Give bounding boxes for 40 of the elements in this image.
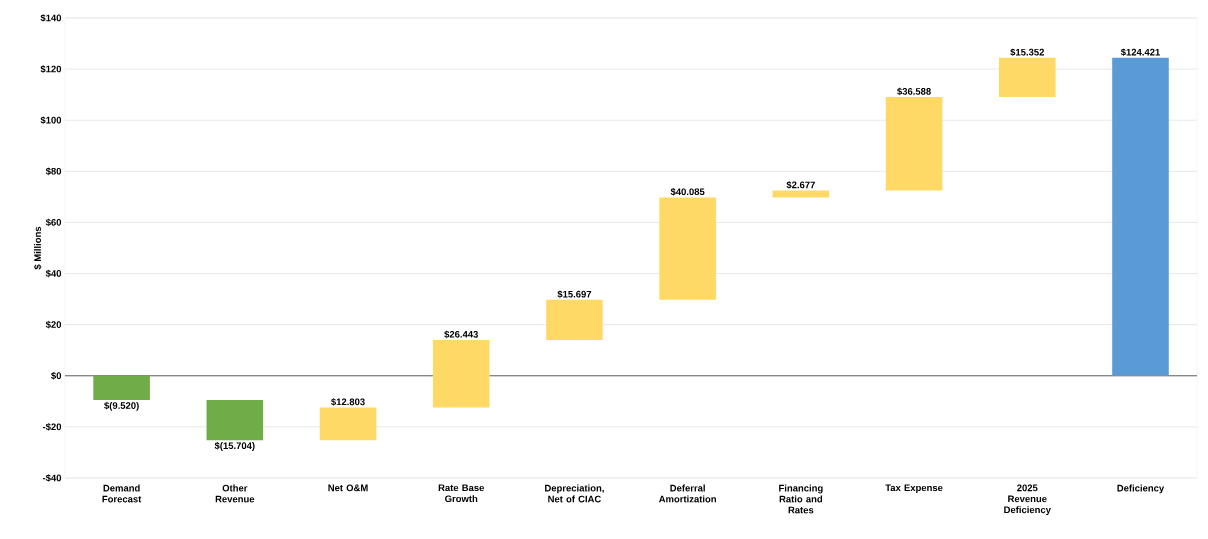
bar	[432, 339, 490, 408]
bar	[546, 299, 603, 340]
y-tick-label: -$40	[42, 474, 62, 482]
x-tick-label: Other Revenue	[215, 484, 255, 503]
data-label: $12.803	[331, 398, 365, 406]
x-tick-label: Tax Expense	[885, 484, 943, 493]
y-tick-label: $0	[51, 371, 62, 380]
y-axis-title: $ Millions	[33, 226, 42, 270]
y-tick-label: $140	[40, 14, 62, 22]
bar	[206, 400, 264, 441]
data-label: $124.421	[1120, 48, 1160, 57]
y-tick-label: $60	[45, 218, 62, 227]
bar	[885, 97, 943, 191]
x-tick-label: 2025 Revenue Deficiency	[1004, 484, 1051, 516]
bar	[1112, 57, 1169, 376]
bar	[998, 57, 1056, 98]
x-tick-label: Rate Base Growth	[438, 484, 485, 503]
bar	[319, 407, 377, 441]
x-tick-label: Financing Ratio and Rates	[779, 484, 823, 514]
data-label: $15.697	[557, 290, 592, 299]
y-tick-label: $120	[40, 65, 62, 73]
x-tick-label: Deficiency	[1117, 484, 1165, 494]
x-tick-label: Depreciation, Net of CIAC	[545, 484, 604, 503]
data-label: $26.443	[444, 330, 478, 339]
data-label: $(9.520)	[104, 401, 139, 411]
y-tick-label: -$20	[42, 423, 62, 431]
y-tick-label: $40	[45, 269, 62, 278]
x-tick-label: Deferral Amortization	[658, 484, 716, 503]
data-label: $15.352	[1010, 48, 1044, 57]
y-tick-label: $20	[45, 320, 62, 329]
data-label: $36.588	[897, 87, 931, 96]
data-label: $2.677	[786, 181, 815, 189]
data-label: $40.085	[670, 187, 705, 196]
x-tick-label: Net O&M	[328, 484, 368, 492]
bar	[659, 197, 716, 300]
y-tick-label: $100	[40, 116, 62, 125]
bar	[93, 375, 150, 401]
data-label: $(15.704)	[214, 441, 255, 451]
y-tick-label: $80	[45, 167, 62, 176]
x-tick-label: Demand Forecast	[102, 484, 142, 503]
